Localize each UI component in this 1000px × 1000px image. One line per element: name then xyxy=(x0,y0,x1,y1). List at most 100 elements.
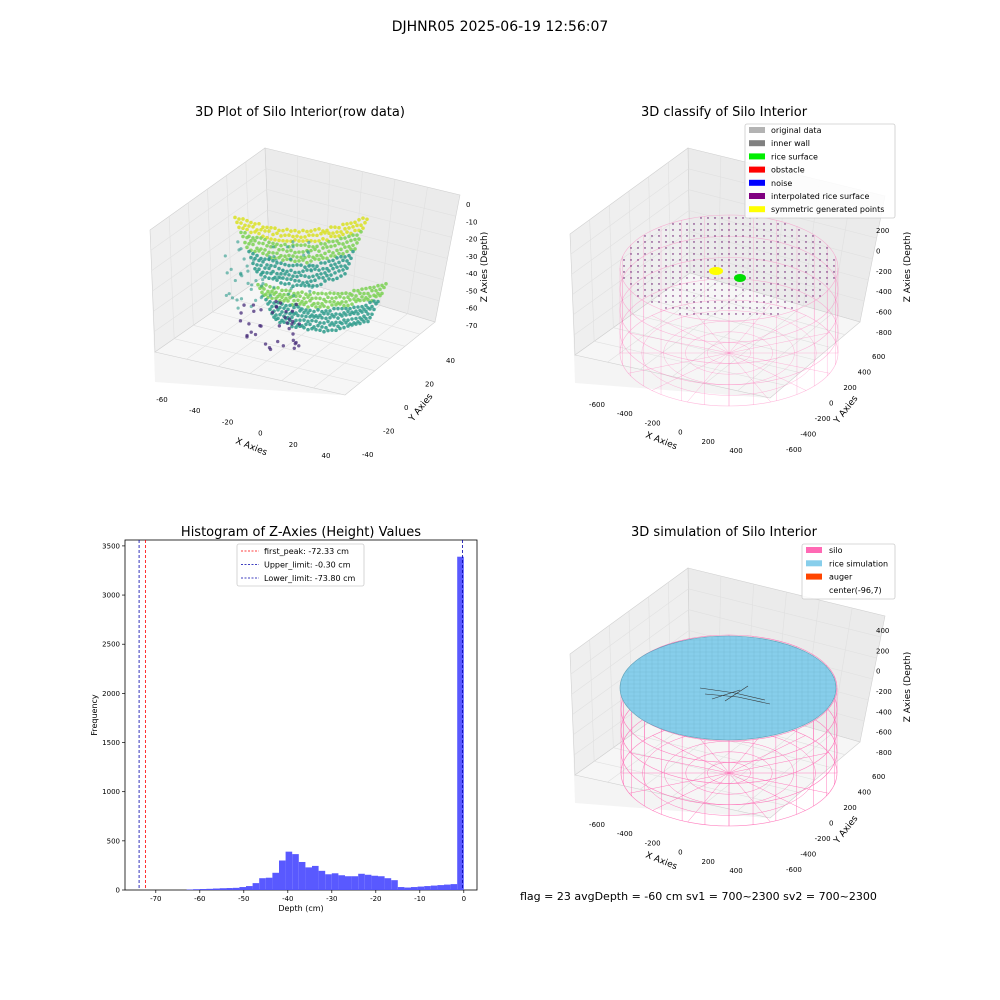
panel-simulation-title: 3D simulation of Silo Interior xyxy=(631,525,818,540)
raw-point-lower xyxy=(328,299,332,304)
raw-point-wall xyxy=(279,276,283,280)
interpolated-dot xyxy=(700,307,702,309)
raw-point-upper xyxy=(331,231,335,235)
interpolated-dot xyxy=(770,307,772,309)
interpolated-dot xyxy=(784,235,786,237)
raw-point-lower xyxy=(368,307,372,311)
raw-point-upper xyxy=(345,249,349,254)
interpolated-dot xyxy=(707,277,709,279)
interpolated-dot xyxy=(665,235,667,237)
raw-point-deep xyxy=(252,309,256,314)
hist-bar xyxy=(199,889,207,890)
raw-point-upper xyxy=(327,231,331,236)
raw-point-lower xyxy=(364,303,368,308)
interpolated-dot xyxy=(735,301,737,303)
classify-legend-label: symmetric generated points xyxy=(771,205,884,214)
interpolated-dot xyxy=(756,283,758,285)
classify-silo-wireframe xyxy=(619,214,839,407)
interpolated-dot xyxy=(742,271,744,273)
interpolated-dot xyxy=(721,289,723,291)
raw-y-tick: 40 xyxy=(446,357,455,365)
simulation-z-tick: -400 xyxy=(876,708,892,716)
raw-point-upper xyxy=(319,231,323,236)
raw-point-upper xyxy=(335,230,339,234)
raw-z-tick: -70 xyxy=(466,322,477,330)
raw-point-upper xyxy=(289,248,293,253)
interpolated-dot xyxy=(784,289,786,291)
raw-point-lower xyxy=(302,318,306,322)
interpolated-dot xyxy=(756,265,758,267)
raw-point-lower xyxy=(284,296,288,301)
classify-silo-ring xyxy=(619,278,839,386)
raw-point-upper xyxy=(251,224,255,229)
raw-point-upper xyxy=(347,244,351,249)
raw-x-tick: 0 xyxy=(258,430,262,438)
raw-point-upper xyxy=(289,277,293,282)
raw-point-wall xyxy=(260,271,264,275)
interpolated-dot xyxy=(714,283,716,285)
raw-point-wall xyxy=(309,269,314,273)
raw-point-upper xyxy=(339,274,343,278)
raw-point-upper xyxy=(319,241,323,246)
interpolated-dot xyxy=(672,295,674,297)
raw-point-lower xyxy=(342,325,346,330)
raw-point-upper xyxy=(257,267,261,272)
raw-point-lower xyxy=(338,294,342,299)
raw-point-upper xyxy=(323,242,327,246)
hist-bar xyxy=(312,865,319,890)
interpolated-dot xyxy=(763,253,765,255)
raw-point-lower xyxy=(352,305,356,310)
raw-point-upper xyxy=(267,240,271,245)
classify-z-tick: -200 xyxy=(876,268,892,276)
raw-point-cloud xyxy=(223,215,388,352)
raw-point-lower xyxy=(318,305,322,309)
interpolated-dot xyxy=(637,247,639,249)
raw-point-lower xyxy=(324,292,328,296)
hist-bar xyxy=(213,888,220,890)
interpolated-dot xyxy=(784,271,786,273)
raw-point-upper xyxy=(337,234,341,238)
raw-point-lower xyxy=(368,294,372,299)
raw-point-upper xyxy=(307,275,311,279)
raw-point-lower xyxy=(314,327,318,332)
simulation-z-tick: 0 xyxy=(876,668,880,676)
raw-point-upper xyxy=(255,253,259,258)
interpolated-dot xyxy=(791,253,793,255)
raw-point-upper xyxy=(237,217,241,221)
raw-point-upper xyxy=(263,257,267,261)
interpolated-dot xyxy=(784,241,786,243)
raw-point-lower xyxy=(336,292,340,296)
raw-point-upper xyxy=(243,231,247,235)
interpolated-dot xyxy=(728,241,730,243)
interpolated-dot xyxy=(798,295,800,297)
interpolated-dot xyxy=(735,271,737,273)
raw-point-upper xyxy=(295,234,299,238)
interpolated-dot xyxy=(700,223,702,225)
interpolated-dot xyxy=(812,271,814,273)
raw-point-lower xyxy=(374,294,378,299)
raw-point-lower xyxy=(322,311,326,316)
interpolated-dot xyxy=(735,265,737,267)
raw-point-lower xyxy=(356,305,360,309)
interpolated-dot xyxy=(742,223,744,225)
raw-point-lower xyxy=(332,306,336,311)
interpolated-dot xyxy=(770,241,772,243)
interpolated-dot xyxy=(686,229,688,231)
interpolated-dot xyxy=(721,217,723,219)
interpolated-dot xyxy=(672,289,674,291)
raw-point-upper xyxy=(359,223,363,228)
symmetric-points-cluster xyxy=(709,267,723,275)
hist-x-tick-label: -70 xyxy=(150,895,161,903)
interpolated-dot xyxy=(686,271,688,273)
hist-bar xyxy=(325,874,332,890)
raw-point-lower xyxy=(300,290,304,294)
interpolated-dot xyxy=(812,247,814,249)
raw-point-upper xyxy=(343,271,347,276)
raw-point-upper xyxy=(333,271,337,275)
raw-point-upper xyxy=(279,261,283,265)
raw-point-lower xyxy=(292,312,296,316)
raw-point-upper xyxy=(287,273,291,277)
interpolated-dot xyxy=(770,289,772,291)
hist-y-axis-label: Frequency xyxy=(90,694,99,736)
interpolated-dot xyxy=(623,265,625,267)
